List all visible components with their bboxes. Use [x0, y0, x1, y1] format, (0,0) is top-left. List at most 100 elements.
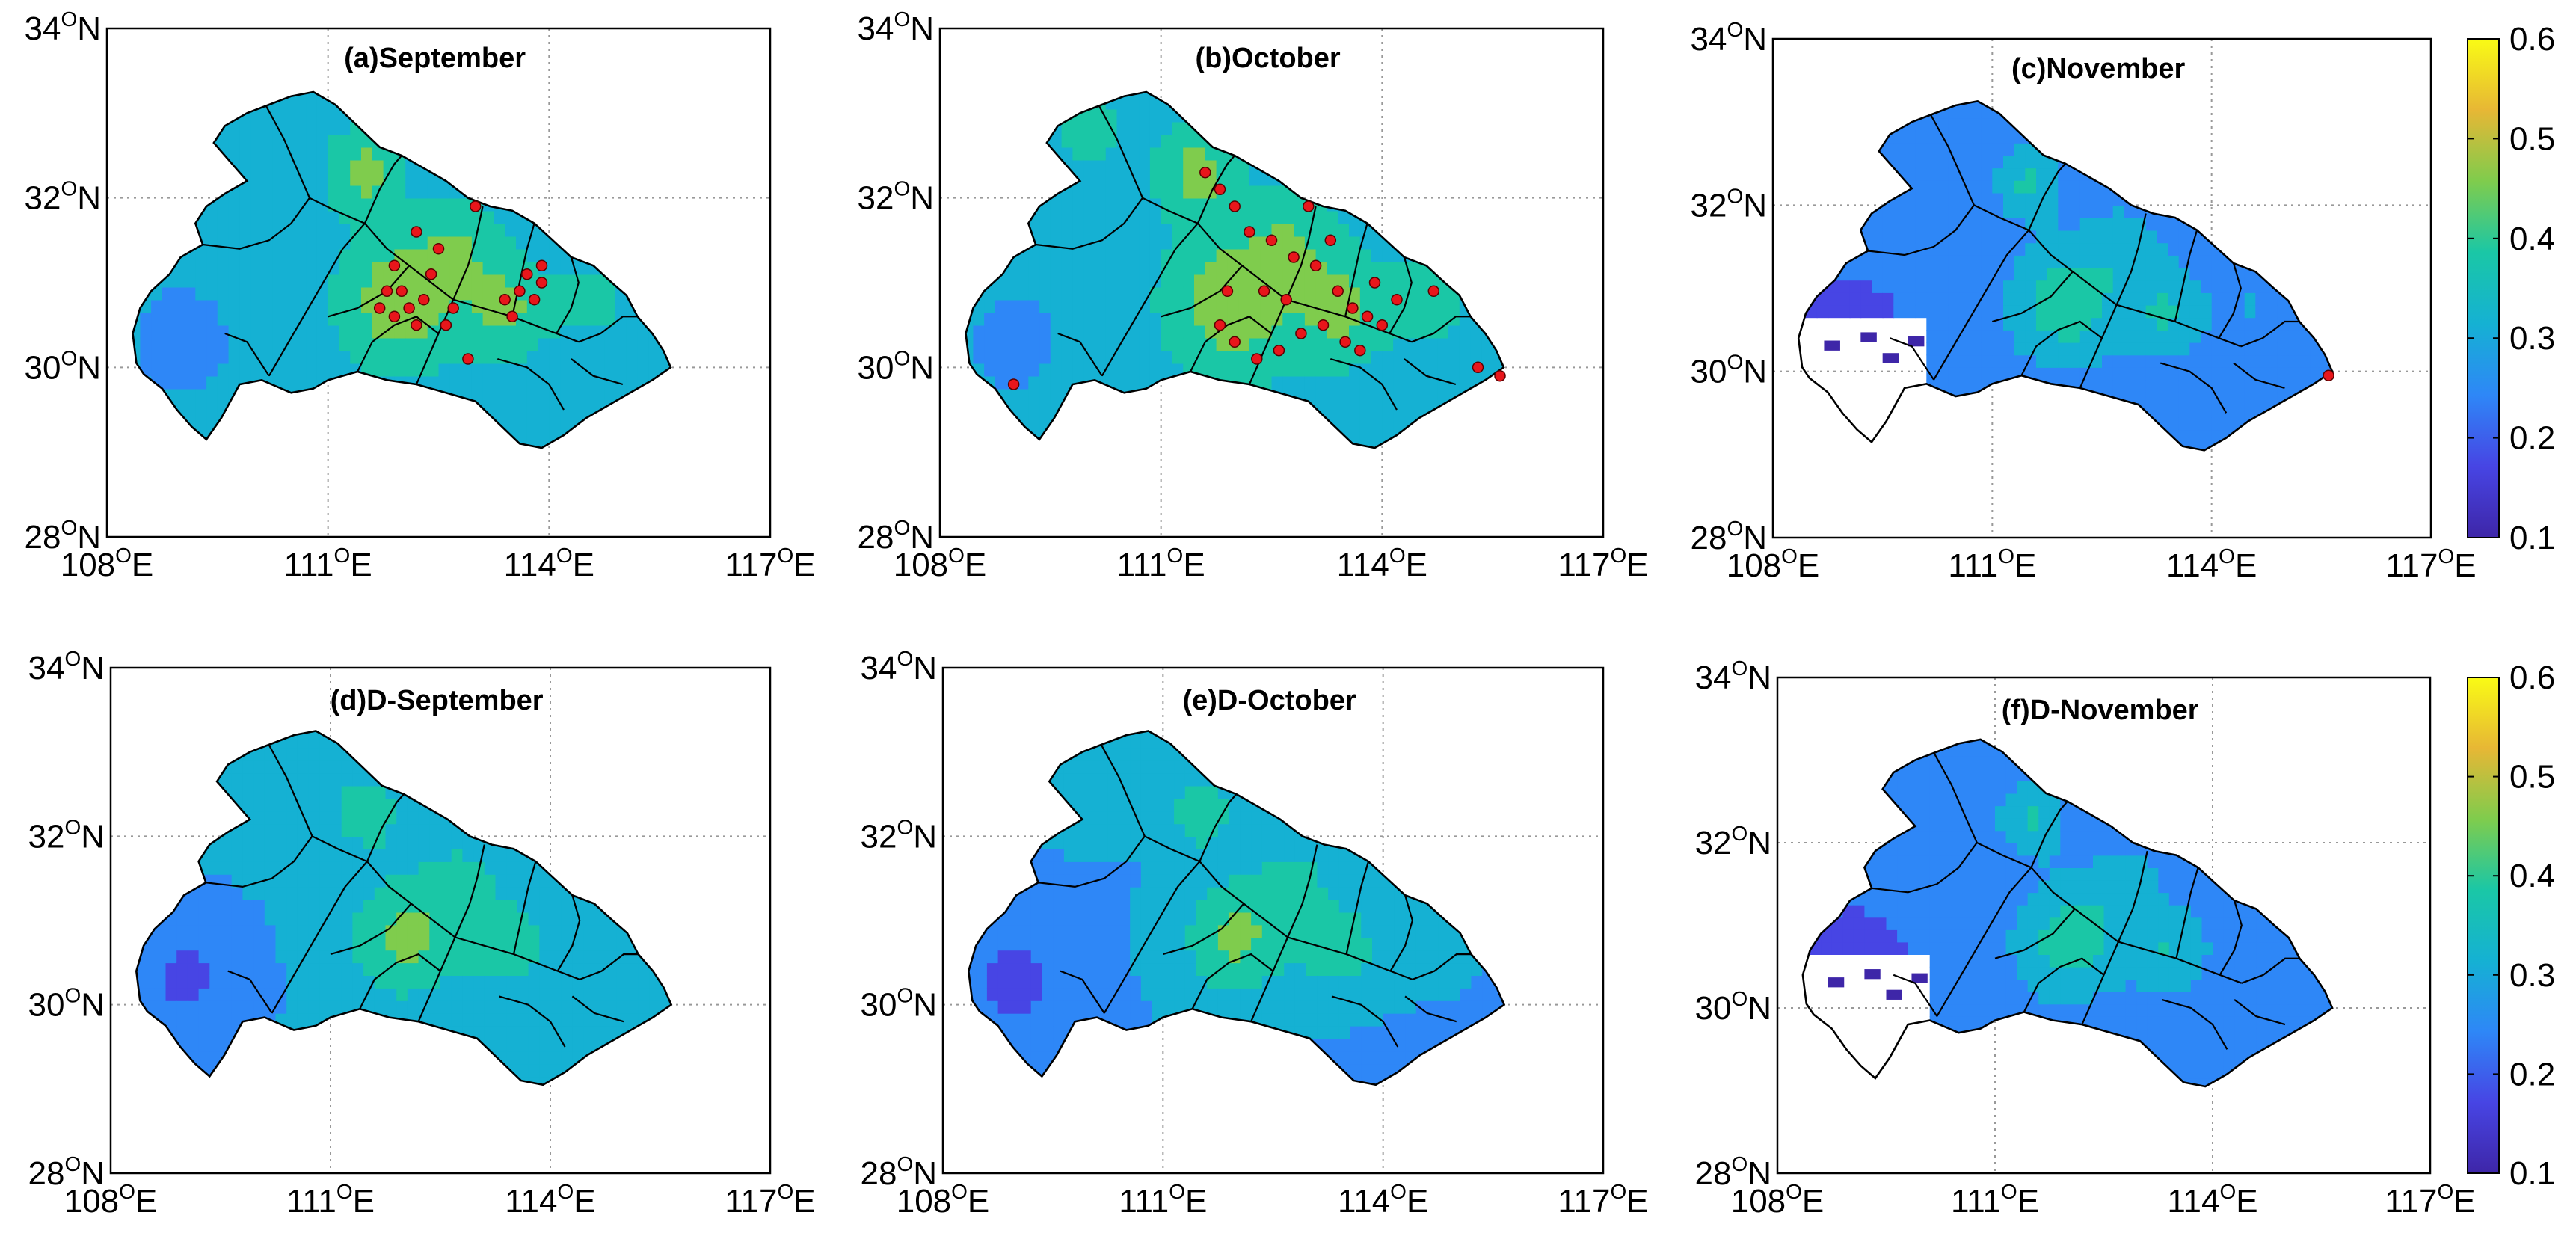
lon-tick-label: 117OE [1558, 1180, 1648, 1220]
value-field [1798, 101, 2332, 451]
observation-point [425, 268, 437, 280]
lat-tick-label: 30ON [860, 984, 937, 1024]
observation-point [528, 293, 541, 306]
value-field [1802, 739, 2333, 1086]
observation-point [1214, 319, 1226, 331]
lat-tick-label: 34ON [857, 7, 934, 47]
panel-title: (f)D-November [2002, 695, 2199, 726]
axes-frame [938, 27, 1605, 538]
value-field [968, 731, 1504, 1085]
value-cell [1864, 969, 1881, 980]
prefecture-boundaries [1871, 751, 2300, 1050]
observation-point [373, 302, 386, 314]
observation-point [1368, 277, 1381, 289]
prefecture-boundaries [1867, 113, 2299, 414]
observation-point [1339, 336, 1351, 348]
lon-tick-label: 114OE [1337, 544, 1427, 583]
observation-point [1309, 259, 1322, 272]
province-outline [1801, 738, 2334, 1088]
observation-point [1229, 200, 1241, 212]
observation-point [381, 285, 393, 298]
observation-point [535, 259, 548, 272]
colorbar: 0.1 0.2 0.3 0.4 0.5 0.6 [2467, 660, 2555, 1192]
colorbar-scale [2467, 677, 2500, 1174]
colorbar-scale [2467, 38, 2500, 538]
value-cell [1828, 977, 1845, 988]
observation-points [373, 200, 548, 365]
value-cell [1824, 340, 1840, 351]
lat-tick-label: 28ON [28, 1152, 105, 1192]
lon-tick-label: 108OE [897, 1180, 990, 1220]
lat-tick-label: 32ON [1694, 822, 1771, 861]
lon-tick-label: 114OE [2166, 544, 2257, 584]
colorbar: 0.1 0.2 0.3 0.4 0.5 0.6 [2467, 21, 2555, 556]
observation-point [1229, 336, 1241, 348]
observation-point [440, 319, 452, 331]
observation-point [1317, 319, 1330, 331]
lon-tick-label: 111OE [284, 544, 372, 583]
value-field [965, 92, 1504, 448]
observation-point [403, 302, 415, 314]
observation-point [1007, 378, 1020, 390]
prefecture-boundaries [1038, 743, 1472, 1048]
axes-frame [1776, 676, 2432, 1175]
value-field [136, 731, 671, 1085]
province-outline [965, 90, 1505, 449]
observation-point [1214, 183, 1226, 196]
axes-frame [1771, 37, 2432, 539]
province-outline [132, 90, 672, 449]
map-panels: (a)September 108OE 111OE 114OE 117OE 28ON 30ON… [24, 7, 2555, 1220]
lat-tick-label: 34ON [24, 7, 101, 47]
lat-tick-label: 30ON [24, 346, 101, 386]
observation-point [1258, 285, 1270, 298]
axes-frame [105, 27, 772, 538]
observation-point [1361, 310, 1374, 323]
value-field [132, 92, 671, 448]
map-panel-c: (c)November 108OE 111OE 114OE 117OE 28ON 30ON 3… [1690, 18, 2555, 584]
lon-tick-label: 111OE [286, 1180, 375, 1220]
lat-tick-label: 32ON [1690, 184, 1767, 224]
observation-point [470, 200, 482, 212]
observation-point [1332, 285, 1344, 298]
lon-tick-label: 111OE [1948, 544, 2036, 584]
observation-point [1354, 344, 1366, 357]
lon-tick-label: 114OE [2167, 1180, 2257, 1220]
observation-points [1007, 166, 1506, 390]
lon-tick-label: 111OE [1117, 544, 1205, 583]
lat-tick-label: 28ON [1694, 1152, 1771, 1192]
lon-tick-label: 108OE [61, 544, 154, 583]
colorbar-tick-label: 0.4 [2509, 858, 2555, 894]
colorbar-tick-label: 0.5 [2509, 120, 2555, 157]
panel-title: (c)November [2011, 53, 2185, 84]
observation-point [462, 353, 474, 365]
province-outline [967, 730, 1506, 1086]
prefecture-boundaries [206, 743, 639, 1048]
observation-point [1199, 166, 1211, 179]
observation-point [1288, 251, 1300, 263]
panel-title: (a)September [344, 43, 526, 74]
observation-point [1280, 293, 1292, 306]
lon-tick-label: 111OE [1951, 1180, 2039, 1220]
observation-point [1273, 344, 1285, 357]
value-cell [1882, 353, 1899, 363]
observation-point [1347, 302, 1359, 314]
observation-point [447, 302, 459, 314]
value-cell [1860, 332, 1877, 342]
colorbar-tick-label: 0.6 [2509, 21, 2555, 58]
observation-point [514, 285, 526, 298]
lat-tick-label: 32ON [857, 177, 934, 217]
panel-title: (e)D-October [1182, 685, 1356, 716]
lat-tick-label: 30ON [28, 984, 105, 1024]
lon-tick-label: 117OE [2385, 544, 2476, 584]
observation-point [1324, 234, 1337, 247]
observation-point [1391, 293, 1403, 306]
observation-point [432, 242, 445, 255]
observation-point [1251, 353, 1263, 365]
observation-point [1265, 234, 1278, 247]
observation-point [388, 310, 401, 323]
lat-tick-label: 32ON [28, 815, 105, 855]
observation-point [1494, 369, 1506, 382]
observation-point [411, 319, 422, 331]
lon-tick-label: 114OE [1338, 1180, 1428, 1220]
observation-point [411, 226, 422, 238]
